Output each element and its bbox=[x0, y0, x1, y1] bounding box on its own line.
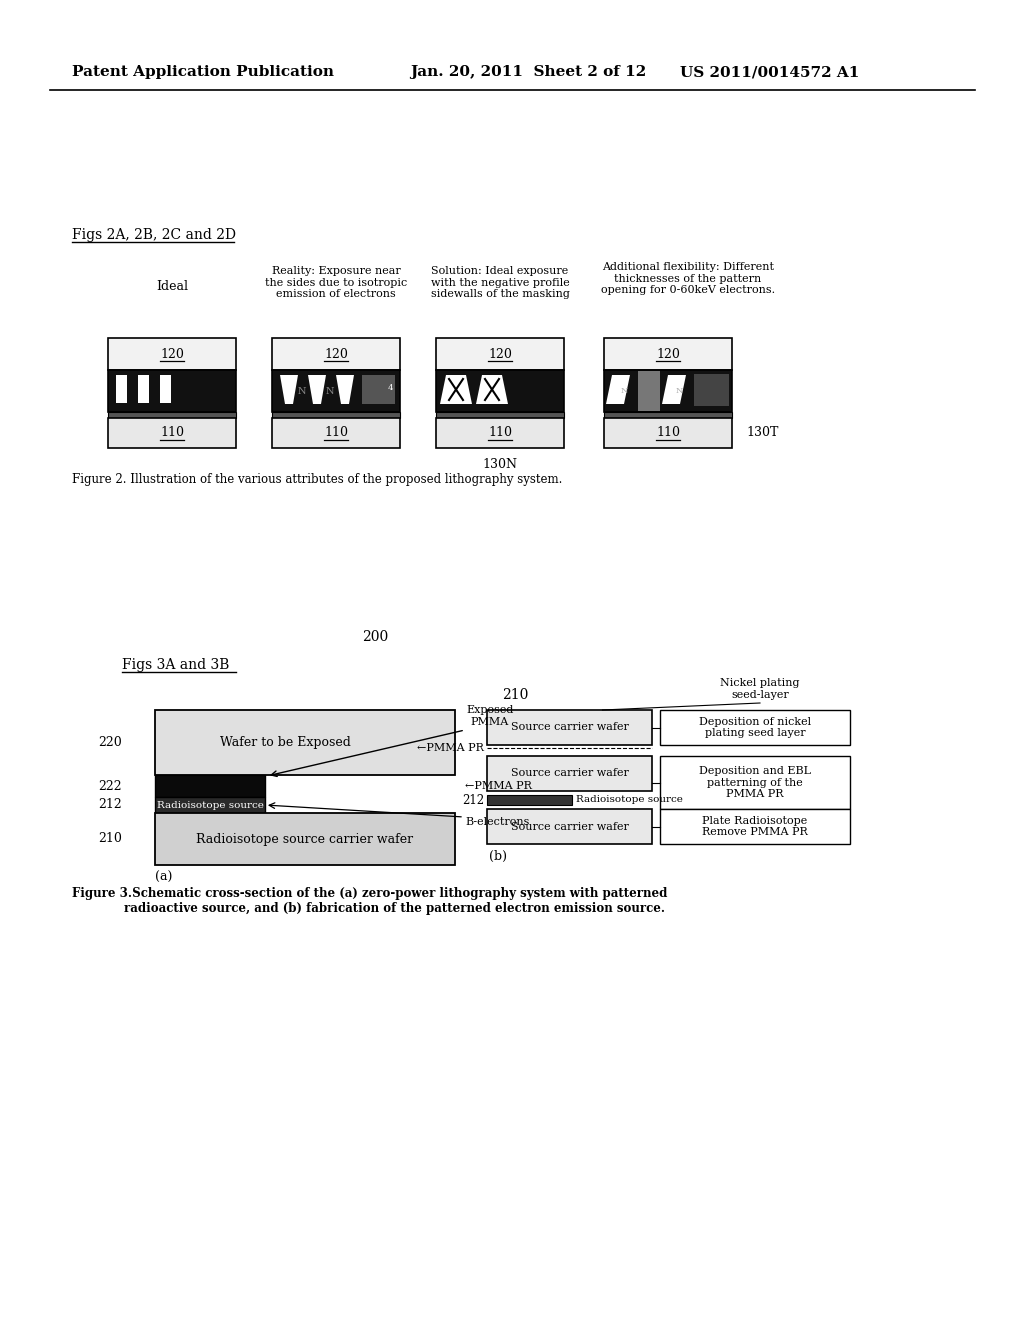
Text: Reality: Exposure near
the sides due to isotropic
emission of electrons: Reality: Exposure near the sides due to … bbox=[265, 267, 408, 300]
Polygon shape bbox=[280, 375, 298, 404]
Bar bbox=[604, 370, 732, 412]
Bar bbox=[436, 418, 564, 447]
Text: 120: 120 bbox=[324, 347, 348, 360]
Bar bbox=[155, 710, 455, 775]
Text: Nickel plating
seed-layer: Nickel plating seed-layer bbox=[720, 678, 800, 700]
Text: Exposed
PMMA: Exposed PMMA bbox=[466, 705, 513, 727]
Bar bbox=[487, 809, 652, 843]
Text: 4: 4 bbox=[387, 384, 393, 392]
Text: 120: 120 bbox=[656, 347, 680, 360]
Bar bbox=[487, 756, 652, 791]
Bar bbox=[604, 418, 732, 447]
Text: 210: 210 bbox=[98, 833, 122, 846]
Bar bbox=[155, 797, 265, 813]
Text: Deposition and EBL
patterning of the
PMMA PR: Deposition and EBL patterning of the PMM… bbox=[699, 766, 811, 799]
Text: 110: 110 bbox=[488, 426, 512, 440]
Text: Figs 3A and 3B: Figs 3A and 3B bbox=[122, 657, 229, 672]
Bar bbox=[108, 370, 236, 412]
Polygon shape bbox=[662, 375, 686, 404]
Text: Figs 2A, 2B, 2C and 2D: Figs 2A, 2B, 2C and 2D bbox=[72, 228, 236, 242]
Bar bbox=[487, 710, 652, 744]
Text: Deposition of nickel
plating seed layer: Deposition of nickel plating seed layer bbox=[699, 717, 811, 738]
Text: N: N bbox=[675, 387, 683, 395]
Text: Radioisotope source carrier wafer: Radioisotope source carrier wafer bbox=[197, 833, 414, 846]
Text: Source carrier wafer: Source carrier wafer bbox=[511, 768, 629, 779]
Bar bbox=[436, 412, 564, 418]
Text: (a): (a) bbox=[155, 871, 172, 884]
Text: Ideal: Ideal bbox=[156, 280, 188, 293]
Bar bbox=[272, 418, 400, 447]
Text: N: N bbox=[326, 387, 334, 396]
Text: Additional flexibility: Different
thicknesses of the pattern
opening for 0-60keV: Additional flexibility: Different thickn… bbox=[601, 261, 775, 296]
Text: Radioisotope source: Radioisotope source bbox=[575, 796, 683, 804]
Bar bbox=[116, 375, 127, 403]
Text: 210: 210 bbox=[502, 688, 528, 702]
Bar bbox=[660, 809, 850, 843]
Bar bbox=[604, 338, 732, 370]
Text: N: N bbox=[298, 387, 306, 396]
Text: Source carrier wafer: Source carrier wafer bbox=[511, 821, 629, 832]
Text: 110: 110 bbox=[324, 426, 348, 440]
Text: 200: 200 bbox=[361, 630, 388, 644]
Bar bbox=[638, 371, 660, 411]
Bar bbox=[272, 412, 400, 418]
Bar bbox=[436, 370, 564, 412]
Text: 120: 120 bbox=[488, 347, 512, 360]
Bar bbox=[272, 338, 400, 370]
Polygon shape bbox=[606, 375, 630, 404]
Text: (b): (b) bbox=[489, 850, 507, 863]
Text: B-electrons: B-electrons bbox=[465, 817, 529, 828]
Polygon shape bbox=[336, 375, 354, 404]
Text: Figure 2. Illustration of the various attributes of the proposed lithography sys: Figure 2. Illustration of the various at… bbox=[72, 473, 562, 486]
Bar bbox=[108, 418, 236, 447]
Text: Source carrier wafer: Source carrier wafer bbox=[511, 722, 629, 733]
Bar bbox=[436, 338, 564, 370]
Bar bbox=[155, 813, 455, 865]
Text: N: N bbox=[621, 387, 628, 395]
Bar bbox=[272, 370, 400, 412]
Text: Plate Radioisotope
Remove PMMA PR: Plate Radioisotope Remove PMMA PR bbox=[702, 816, 808, 837]
Bar bbox=[160, 375, 171, 403]
Text: 120: 120 bbox=[160, 347, 184, 360]
Bar bbox=[155, 775, 265, 797]
Text: Wafer to be Exposed: Wafer to be Exposed bbox=[219, 737, 350, 748]
Text: Schematic cross-section of the (a) zero-power lithography system with patterned
: Schematic cross-section of the (a) zero-… bbox=[124, 887, 668, 915]
Polygon shape bbox=[362, 375, 395, 404]
Bar bbox=[108, 338, 236, 370]
Text: 212: 212 bbox=[462, 793, 484, 807]
Text: 110: 110 bbox=[656, 426, 680, 440]
Text: 130N: 130N bbox=[482, 458, 517, 471]
Text: ←PMMA PR: ←PMMA PR bbox=[417, 743, 484, 752]
Polygon shape bbox=[476, 375, 508, 404]
Text: 212: 212 bbox=[98, 799, 122, 812]
Polygon shape bbox=[308, 375, 326, 404]
Text: Radioisotope source: Radioisotope source bbox=[157, 800, 263, 809]
Polygon shape bbox=[440, 375, 472, 404]
Bar bbox=[138, 375, 150, 403]
Text: Patent Application Publication: Patent Application Publication bbox=[72, 65, 334, 79]
Text: Jan. 20, 2011  Sheet 2 of 12: Jan. 20, 2011 Sheet 2 of 12 bbox=[410, 65, 646, 79]
Text: US 2011/0014572 A1: US 2011/0014572 A1 bbox=[680, 65, 859, 79]
Bar bbox=[660, 756, 850, 809]
Text: 130T: 130T bbox=[746, 426, 778, 440]
Bar bbox=[604, 412, 732, 418]
Bar bbox=[487, 795, 572, 805]
Text: 222: 222 bbox=[98, 780, 122, 792]
Bar bbox=[108, 412, 236, 418]
Text: Figure 3.: Figure 3. bbox=[72, 887, 132, 900]
Text: ←PMMA PR: ←PMMA PR bbox=[465, 781, 531, 791]
Text: 110: 110 bbox=[160, 426, 184, 440]
Bar bbox=[660, 710, 850, 744]
Text: 220: 220 bbox=[98, 737, 122, 748]
Polygon shape bbox=[694, 374, 729, 407]
Text: Solution: Ideal exposure
with the negative profile
sidewalls of the masking: Solution: Ideal exposure with the negati… bbox=[430, 267, 569, 300]
